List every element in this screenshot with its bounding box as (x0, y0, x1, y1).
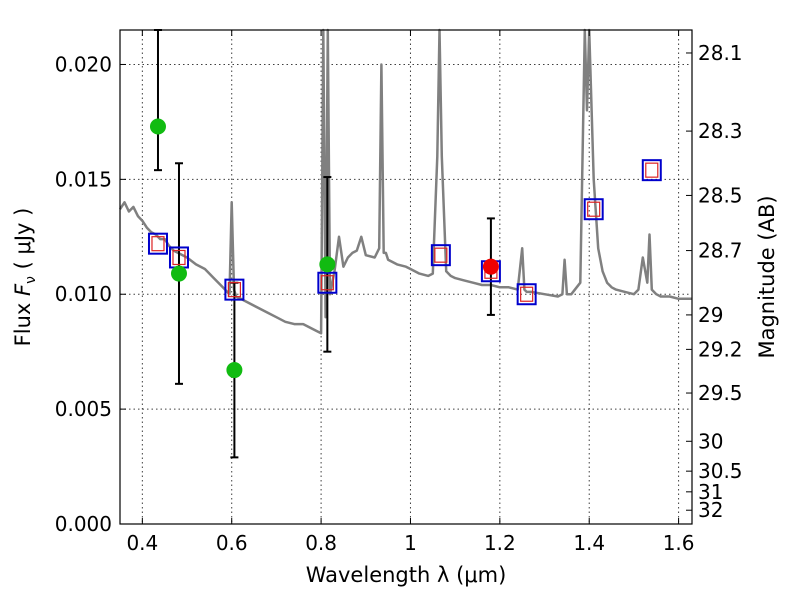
photometry-point (149, 118, 166, 135)
mag-tick-label: 28.7 (698, 239, 743, 263)
ticks: 0.4 0.6 0.8 1 1.2 1.4 1.6 0.000 0.005 0.010 0.015 0… (55, 30, 743, 555)
y-tick-label: 0.020 (55, 52, 112, 76)
mag-tick-label: 30.5 (698, 459, 743, 483)
model-box-inner (151, 236, 165, 252)
red-photometry-point (482, 258, 499, 275)
y-tick-label: 0.010 (55, 282, 112, 306)
right-axis-title: Magnitude (AB) (755, 195, 779, 358)
x-axis-title: Wavelength λ (μm) (306, 563, 507, 587)
model-box-outer (516, 283, 537, 306)
x-tick-label: 0.6 (216, 531, 248, 555)
y-axis-title: Flux Fν ( μJy ) (11, 208, 39, 347)
x-tick-label: 0.4 (126, 531, 158, 555)
x-tick-label: 0.8 (305, 531, 337, 555)
model-box-outer (583, 198, 604, 221)
mag-tick-label: 28.3 (698, 119, 743, 143)
mag-tick-label: 30 (698, 429, 723, 453)
model-box-inner (227, 282, 241, 298)
y-tick-label: 0.000 (55, 512, 112, 536)
model-box-inner (587, 201, 601, 217)
model-box-outer (317, 271, 338, 294)
model-box-inner (172, 249, 186, 266)
mag-tick-label: 29.2 (698, 337, 743, 361)
model-box-outer (147, 232, 168, 255)
model-box-inner (320, 275, 334, 291)
y-tick-label: 0.015 (55, 167, 112, 191)
photometry-point (226, 362, 243, 379)
mag-tick-label: 29 (698, 303, 723, 327)
mag-tick-label: 31 (698, 480, 723, 504)
x-tick-label: 1.6 (663, 531, 695, 555)
model-box-outer (430, 244, 451, 267)
markers (147, 118, 662, 379)
x-tick-label: 1 (404, 531, 417, 555)
model-box-inner (645, 162, 659, 178)
y-tick-label: 0.005 (55, 397, 112, 421)
mag-tick-label: 32 (698, 498, 723, 522)
photometry-point (170, 265, 187, 282)
x-tick-label: 1.2 (484, 531, 516, 555)
model-box-inner (434, 247, 448, 263)
template-layer (118, 28, 692, 335)
x-tick-label: 1.4 (573, 531, 605, 555)
model-box-outer (641, 159, 662, 182)
plot-frame (119, 29, 693, 525)
model-box-outer (224, 278, 245, 301)
mag-tick-label: 28.1 (698, 41, 743, 65)
template-spectrum-line (118, 28, 692, 335)
model-box-inner (520, 286, 534, 302)
photometry-point (319, 256, 336, 273)
mag-tick-label: 28.5 (698, 183, 743, 207)
mag-tick-label: 29.5 (698, 381, 743, 405)
